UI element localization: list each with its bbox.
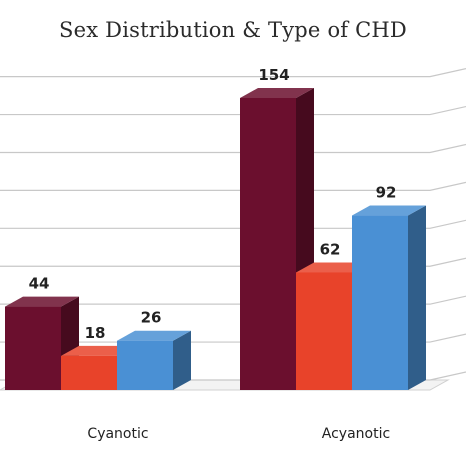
- gridline: [0, 219, 466, 229]
- data-label: 26: [141, 309, 162, 327]
- data-label: 62: [320, 240, 341, 258]
- data-label: 154: [258, 66, 289, 84]
- bar: [5, 306, 61, 390]
- chart-title: Sex Distribution & Type of CHD: [59, 18, 407, 42]
- bar-top: [352, 205, 426, 216]
- data-label: 18: [85, 324, 106, 342]
- bar: [352, 215, 408, 390]
- bar: [117, 340, 173, 390]
- bar-top: [117, 330, 191, 341]
- bar: [240, 98, 296, 390]
- bar-top: [61, 345, 135, 356]
- gridline: [0, 295, 466, 305]
- gridline: [0, 105, 466, 116]
- bar-top: [240, 88, 314, 98]
- bar-top: [296, 262, 370, 273]
- data-label: 44: [29, 275, 50, 293]
- bar: [61, 355, 117, 390]
- x-tick-label: Acyanotic: [322, 426, 390, 442]
- bar-side: [408, 205, 426, 390]
- gridline: [0, 181, 466, 191]
- data-label: 92: [376, 184, 397, 202]
- gridline: [0, 68, 466, 78]
- gridline: [0, 257, 466, 267]
- x-tick-label: Cyanotic: [87, 426, 148, 442]
- gridline: [0, 143, 466, 154]
- bar: [296, 272, 352, 390]
- bar-side: [173, 330, 191, 390]
- bar-top: [5, 296, 79, 307]
